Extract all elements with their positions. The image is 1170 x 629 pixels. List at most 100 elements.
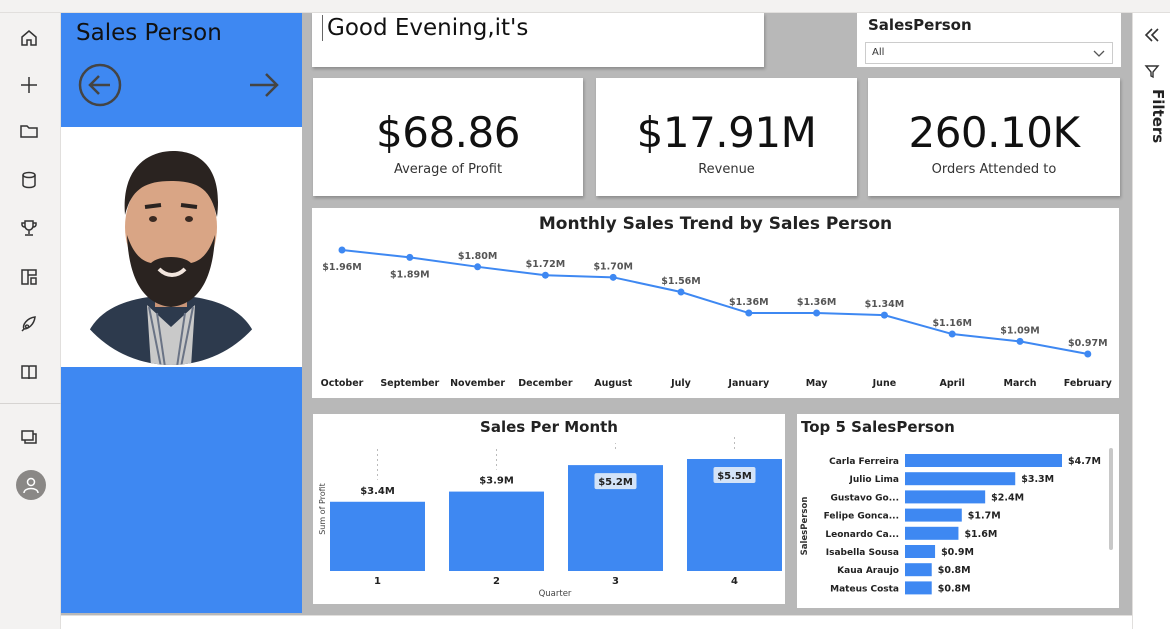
- data-label: $4.7M: [1068, 456, 1101, 467]
- scrollbar: [1109, 448, 1113, 550]
- data-label: $3.4M: [360, 486, 395, 497]
- data-label: $1.72M: [526, 259, 566, 270]
- data-label: $1.96M: [322, 262, 362, 273]
- bar: [905, 472, 1016, 486]
- bar: [905, 508, 962, 522]
- bar: [449, 491, 544, 571]
- bar: [905, 545, 936, 558]
- x-axis-label: Quarter: [539, 589, 572, 599]
- data-point: [474, 263, 482, 271]
- x-tick-label: October: [321, 378, 364, 389]
- y-tick-label: Gustavo Go...: [830, 493, 899, 503]
- data-label-bg: [594, 473, 637, 490]
- x-tick-label: June: [872, 378, 897, 389]
- data-hub-icon[interactable]: [16, 167, 42, 193]
- double-chevron-left-icon[interactable]: [1142, 25, 1162, 49]
- y-tick-label: Isabella Sousa: [826, 548, 899, 558]
- kpi-value: $68.86: [376, 108, 520, 157]
- greeting-card: Good Evening,it's: [312, 13, 764, 67]
- data-point: [338, 246, 346, 254]
- y-tick-label: Mateus Costa: [830, 584, 899, 594]
- x-tick-label: 4: [731, 576, 738, 587]
- chevron-down-icon: [1093, 50, 1105, 57]
- bar: [905, 563, 932, 577]
- data-label: $3.9M: [479, 476, 514, 487]
- data-label: $1.09M: [1000, 325, 1040, 336]
- top-strip: [0, 0, 1170, 13]
- bar: [905, 526, 959, 540]
- data-label: $2.4M: [991, 492, 1024, 503]
- kpi-label: Revenue: [698, 162, 755, 177]
- bar: [905, 490, 986, 504]
- y-tick-label: Leonardo Ca...: [825, 530, 899, 540]
- y-tick-label: Felipe Gonca...: [824, 512, 899, 522]
- x-tick-label: November: [450, 378, 505, 389]
- data-label: $1.6M: [964, 529, 997, 540]
- filters-label[interactable]: Filters: [1149, 89, 1167, 144]
- greeting-text: Good Evening,it's: [322, 15, 528, 41]
- kpi-label: Average of Profit: [393, 162, 503, 177]
- data-label: $0.8M: [938, 583, 971, 594]
- book-icon[interactable]: [16, 359, 42, 385]
- kpi-card-orders: 260.10K Orders Attended to: [868, 78, 1120, 196]
- salesperson-slicer: SalesPerson All: [857, 13, 1121, 67]
- rail-divider: [0, 403, 61, 404]
- data-label: $0.9M: [941, 547, 974, 558]
- data-point: [948, 330, 956, 338]
- data-label: $1.56M: [661, 276, 701, 287]
- x-tick-label: 1: [374, 576, 381, 587]
- sales-panel-title: Sales Person: [76, 20, 222, 46]
- data-label: $5.5M: [717, 471, 752, 482]
- y-axis-label: SalesPerson: [800, 497, 810, 556]
- goals-icon[interactable]: [16, 215, 42, 241]
- data-label: $5.2M: [598, 477, 633, 488]
- chart-title: Top 5 SalesPerson: [801, 418, 955, 436]
- workspaces-icon[interactable]: [16, 424, 42, 450]
- data-point: [541, 271, 549, 279]
- learn-icon[interactable]: [16, 311, 42, 337]
- salesperson-dropdown[interactable]: All: [865, 42, 1113, 64]
- data-point: [609, 273, 617, 281]
- y-tick-label: Carla Ferreira: [829, 457, 899, 467]
- x-tick-label: September: [380, 378, 439, 389]
- data-label: $1.36M: [729, 297, 769, 308]
- kpi-card-revenue: $17.91M Revenue: [596, 78, 857, 196]
- user-icon[interactable]: [16, 470, 46, 500]
- slicer-value: All: [872, 47, 885, 58]
- x-tick-label: August: [594, 378, 632, 389]
- kpi-label: Orders Attended to: [931, 162, 1057, 177]
- x-tick-label: January: [727, 378, 770, 389]
- apps-icon[interactable]: [16, 264, 42, 290]
- bottom-strip: [61, 615, 1132, 629]
- bar: [330, 501, 425, 571]
- data-label: $3.3M: [1021, 474, 1054, 485]
- browse-icon[interactable]: [16, 118, 42, 144]
- series-line: [341, 249, 1088, 355]
- data-label: $1.16M: [932, 318, 972, 329]
- filters-pane: Filters: [1132, 13, 1170, 629]
- data-point: [745, 309, 753, 317]
- y-tick-label: Julio Lima: [848, 475, 899, 485]
- create-icon[interactable]: [16, 72, 42, 98]
- data-label-bg: [713, 467, 756, 483]
- arrow-right-icon[interactable]: [247, 70, 281, 104]
- arrow-left-circle-icon[interactable]: [77, 62, 123, 112]
- chart-title: Sales Per Month: [480, 418, 618, 436]
- data-label: $1.7M: [968, 511, 1001, 522]
- data-point: [1084, 350, 1092, 358]
- y-axis-label: Sum of Profit: [318, 483, 327, 535]
- x-tick-label: February: [1064, 378, 1113, 389]
- x-tick-label: April: [940, 378, 965, 389]
- data-point: [880, 311, 888, 319]
- sales-per-month-chart: Sales Per Month Sum of Profit Quarter $3.4…: [313, 414, 785, 604]
- sales-person-photo: [61, 127, 302, 367]
- slicer-label: SalesPerson: [868, 16, 972, 34]
- data-point: [1016, 337, 1024, 345]
- x-tick-label: December: [518, 378, 573, 389]
- data-label: $1.89M: [390, 269, 430, 280]
- monthly-sales-trend-chart: Monthly Sales Trend by Sales Person $1.9…: [312, 208, 1119, 398]
- bar: [905, 454, 1062, 467]
- data-point: [677, 288, 685, 296]
- filter-icon[interactable]: [1144, 63, 1160, 83]
- home-icon[interactable]: [16, 25, 42, 51]
